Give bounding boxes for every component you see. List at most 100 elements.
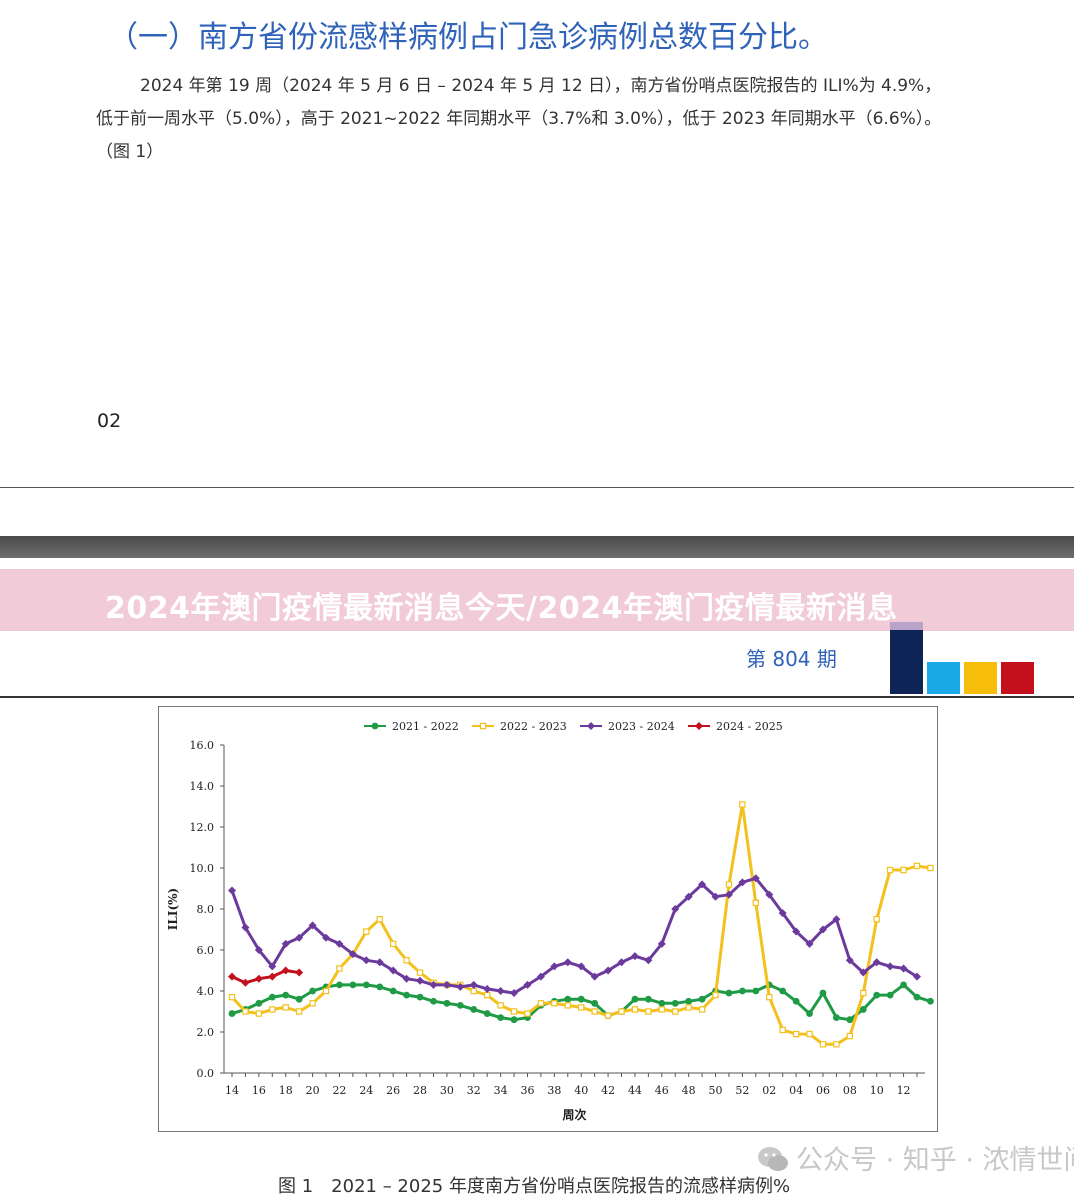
series-1-point (228, 1010, 236, 1017)
y-axis-label: ILI(%) (166, 888, 180, 930)
x-axis-label: 周次 (562, 1107, 586, 1122)
y-tick-label: 2.0 (197, 1026, 215, 1039)
paragraph-line-3: （图 1） (96, 142, 164, 162)
series-3-point (335, 939, 344, 948)
series-2-point (913, 862, 921, 870)
ili-line-chart: 0.02.04.06.08.010.012.014.016.014 16 18 20 2… (166, 720, 934, 1122)
series-1-point (255, 999, 263, 1007)
series-4-point (295, 968, 304, 977)
legend-entry: 2022 - 2023 (500, 720, 567, 733)
series-1-point (859, 1006, 867, 1013)
series-2-point (497, 1002, 504, 1009)
page-separator-bar (0, 536, 1074, 558)
series-2-point (363, 928, 370, 935)
series-2-point (524, 1010, 531, 1017)
series-1-point (685, 997, 693, 1005)
x-tick-label: 50 (709, 1084, 723, 1097)
series-3-point (913, 972, 921, 981)
series-3-point (778, 909, 787, 918)
series-1-point (376, 983, 384, 991)
series-3-point (765, 890, 774, 899)
series-line-4 (230, 969, 301, 985)
series-3-point (402, 974, 411, 983)
series-1-point (752, 987, 760, 995)
series-3-point (698, 880, 707, 889)
series-4-point (254, 974, 263, 983)
series-1-point (873, 991, 881, 999)
series-1-point (886, 991, 894, 999)
series-1-point (671, 999, 679, 1007)
series-1-point (336, 981, 343, 989)
series-3-point (536, 972, 545, 981)
series-1-point (631, 995, 639, 1003)
series-1-point (833, 1014, 840, 1022)
series-3-point (429, 980, 438, 989)
series-2-point (537, 1000, 545, 1007)
wechat-icon (758, 1147, 788, 1171)
series-2-point (886, 866, 894, 874)
series-3-point (442, 980, 451, 989)
x-tick-label: 24 (359, 1084, 373, 1097)
series-1-point (927, 997, 934, 1005)
series-2-point (470, 987, 477, 995)
series-2-point (631, 1006, 639, 1013)
x-tick-label: 46 (655, 1084, 669, 1097)
series-3-point (322, 933, 331, 942)
series-3-point (711, 892, 720, 901)
series-1-point (510, 1016, 518, 1024)
series-1-point (483, 1010, 491, 1017)
y-tick-label: 8.0 (197, 903, 215, 916)
series-2-point (510, 1008, 518, 1015)
series-2-point (645, 1008, 652, 1015)
series-2-point (819, 1041, 827, 1048)
series-1-point (698, 995, 706, 1003)
x-tick-label: 02 (762, 1084, 776, 1097)
series-2-point (846, 1032, 854, 1040)
y-tick-label: 16.0 (190, 739, 215, 752)
y-tick-label: 14.0 (190, 780, 215, 793)
series-2-point (739, 801, 746, 808)
series-1-point (779, 987, 787, 995)
series-3-point (483, 984, 492, 993)
series-3-point (644, 956, 653, 965)
series-3-point (281, 939, 290, 948)
series-3-point (389, 966, 398, 975)
series-2-point (806, 1030, 813, 1038)
logo-bar-red (1001, 662, 1034, 694)
series-3-point (577, 962, 586, 971)
series-2-point (766, 993, 773, 1001)
series-4-point (241, 978, 250, 987)
series-3-point (738, 878, 747, 887)
series-1-point (806, 1010, 813, 1017)
section-heading: （一）南方省份流感样病例占门急诊病例总数百分比。 (108, 20, 828, 55)
series-1-point (362, 981, 370, 989)
series-2-point (658, 1006, 666, 1013)
x-tick-label: 42 (601, 1084, 615, 1097)
x-tick-label: 52 (735, 1084, 749, 1097)
series-3-point (523, 980, 532, 989)
series-3-point (845, 956, 854, 965)
series-2-point (403, 957, 410, 964)
x-tick-label: 14 (225, 1084, 239, 1097)
series-1-point (497, 1014, 505, 1022)
series-2-point (416, 969, 424, 976)
series-2-point (900, 866, 907, 874)
x-tick-label: 38 (547, 1084, 561, 1097)
logo-bar-navy-cap (890, 622, 923, 630)
series-3-point (818, 925, 827, 934)
series-2-point (228, 993, 236, 1001)
series-4-point (228, 972, 236, 981)
x-tick-label: 04 (789, 1084, 803, 1097)
legend-swatch-marker (695, 722, 703, 730)
series-3-point (348, 950, 357, 959)
series-2-point (725, 881, 733, 888)
series-3-point (590, 972, 599, 981)
series-3-point (751, 874, 760, 883)
series-3-point (792, 927, 801, 936)
series-1-point (591, 999, 599, 1007)
series-2-point (483, 991, 491, 999)
series-3-point (268, 962, 277, 971)
series-3-point (724, 890, 733, 899)
x-tick-label: 20 (306, 1084, 320, 1097)
x-tick-label: 12 (897, 1084, 911, 1097)
